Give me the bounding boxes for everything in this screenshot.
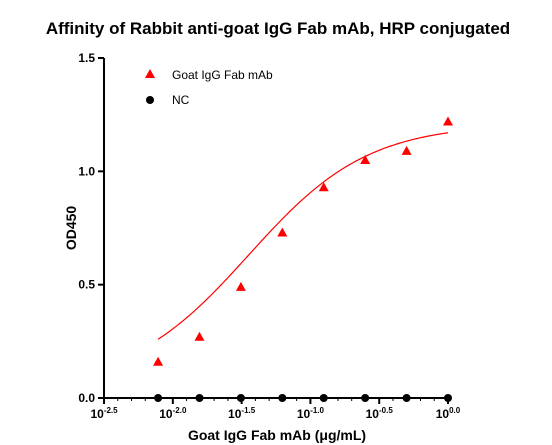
y-axis-title: OD450 (63, 206, 79, 251)
legend-circle-marker (146, 96, 154, 104)
x-ticks-group: 10-2.5 10-2.0 10-1.5 10-1.0 10-0.5 100.0 (90, 398, 461, 421)
x-tick-exponent: -1.0 (310, 406, 324, 415)
goat-igg-point (443, 116, 453, 126)
x-tick-base: 10 (366, 407, 380, 421)
x-axis-title: Goat IgG Fab mAb (μg/mL) (188, 427, 366, 443)
x-tick-label: 10-2.0 (159, 406, 187, 421)
legend-triangle-marker (145, 69, 155, 78)
x-tick-base: 10 (436, 407, 450, 421)
x-tick-exponent: 0.0 (449, 406, 461, 415)
goat-igg-point (235, 281, 246, 291)
y-tick-label: 0.5 (78, 278, 95, 292)
x-tick-label: 10-0.5 (366, 406, 394, 421)
x-tick-base: 10 (228, 407, 242, 421)
legend-label: Goat IgG Fab mAb (172, 68, 273, 82)
goat-igg-point (153, 356, 164, 366)
x-tick-label: 10-1.5 (228, 406, 256, 421)
x-tick-exponent: -0.5 (379, 406, 393, 415)
legend-label: NC (172, 93, 190, 107)
fit-curve-group (157, 132, 449, 340)
x-tick-label: 100.0 (436, 406, 461, 421)
x-tick-label: 10-1.0 (297, 406, 325, 421)
x-tick-exponent: -1.5 (241, 406, 255, 415)
fit-curve (157, 132, 449, 340)
x-tick-base: 10 (297, 407, 311, 421)
goat-igg-point (194, 331, 205, 341)
goat-igg-point (318, 182, 329, 192)
chart-title: Affinity of Rabbit anti-goat IgG Fab mAb… (46, 19, 510, 38)
goat-igg-point (401, 145, 412, 155)
legend: Goat IgG Fab mAb NC (145, 68, 273, 107)
x-tick-label: 10-2.5 (90, 406, 118, 421)
x-tick-exponent: -2.0 (173, 406, 187, 415)
goat-igg-point (360, 155, 371, 164)
y-tick-label: 0.0 (78, 391, 95, 405)
x-tick-base: 10 (159, 407, 173, 421)
goat-igg-point (277, 227, 288, 237)
y-ticks-group: 0.0 0.5 1.0 1.5 (78, 51, 104, 405)
x-tick-exponent: -2.5 (104, 406, 118, 415)
y-tick-label: 1.0 (78, 164, 95, 178)
x-tick-base: 10 (90, 407, 104, 421)
goat-series-group (153, 116, 453, 366)
y-tick-label: 1.5 (78, 51, 95, 65)
